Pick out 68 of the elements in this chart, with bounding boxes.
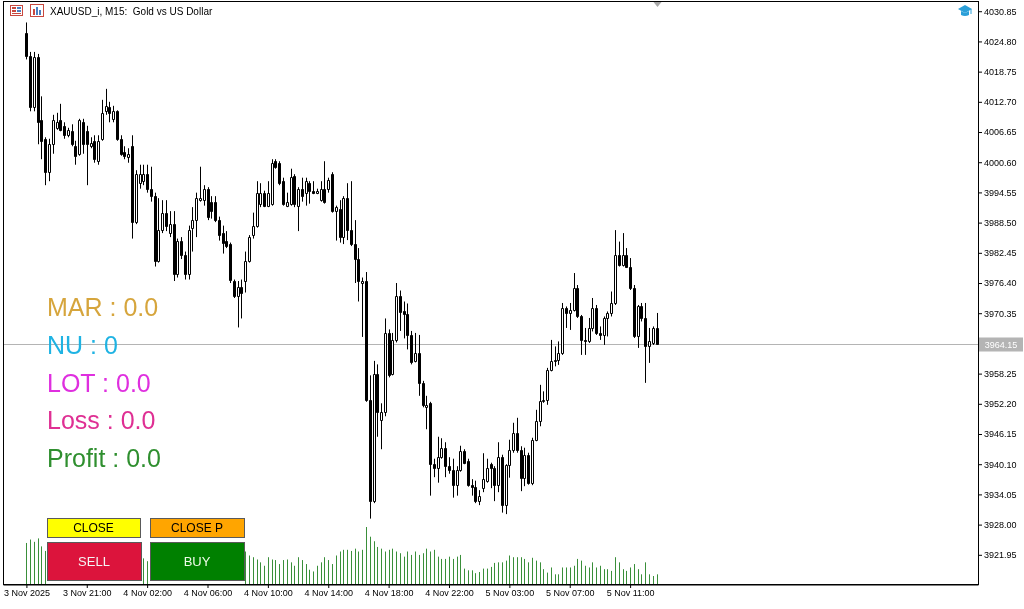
candlestick — [157, 197, 160, 264]
buy-button: BUY — [150, 542, 245, 581]
candlestick — [622, 232, 625, 268]
x-tick-label: 5 Nov 11:00 — [606, 588, 655, 599]
candlestick — [339, 199, 342, 244]
candlestick — [207, 186, 210, 221]
y-tick-label: 3940.10 — [984, 459, 1017, 470]
candlestick — [603, 315, 606, 346]
y-tick-label: 3934.05 — [984, 489, 1017, 500]
candlestick — [482, 452, 485, 493]
y-tick-label: 4024.80 — [984, 36, 1017, 47]
chart-title: XAUUSD_i, M15: Gold vs US Dollar — [50, 5, 213, 17]
x-tick-label: 4 Nov 14:00 — [304, 588, 354, 599]
candlestick — [644, 302, 647, 384]
close-button: CLOSE — [47, 518, 141, 538]
y-tick-label: 3988.50 — [984, 218, 1017, 228]
annotation: LOT : 0.0 — [47, 369, 151, 397]
x-tick-label: 4 Nov 18:00 — [364, 588, 414, 599]
candlestick — [237, 280, 240, 328]
x-tick-label: 5 Nov 07:00 — [545, 588, 595, 599]
y-tick-label: 3982.45 — [984, 248, 1017, 259]
sell-button: SELL — [47, 542, 142, 581]
y-tick-label: 3976.40 — [984, 278, 1017, 289]
candlestick — [97, 134, 100, 166]
annotation: BUY — [183, 554, 211, 569]
candlestick — [131, 134, 134, 240]
annotation: MAR : 0.0 — [47, 293, 159, 321]
x-tick-label: 3 Nov 2025 — [3, 588, 50, 599]
annotation: Profit : 0.0 — [47, 444, 161, 472]
x-tick-label: 5 Nov 03:00 — [485, 588, 535, 599]
y-tick-label: 3970.35 — [984, 308, 1017, 319]
ref-line-label: 3964.15 — [984, 339, 1018, 350]
y-tick-label: 3958.25 — [984, 368, 1017, 379]
y-tick-label: 4000.60 — [984, 157, 1017, 168]
y-tick-label: 4006.65 — [984, 127, 1017, 138]
candlestick — [656, 312, 659, 346]
candlestick — [93, 134, 96, 164]
candlestick — [101, 99, 104, 142]
y-tick-label: 3952.20 — [984, 399, 1017, 410]
y-tick-label: 4012.70 — [984, 97, 1017, 108]
candlestick — [437, 436, 440, 484]
y-tick-label: 3921.95 — [984, 550, 1017, 561]
candlestick — [290, 168, 293, 207]
x-tick-label: 4 Nov 06:00 — [183, 588, 233, 599]
x-tick-label: 4 Nov 22:00 — [425, 588, 474, 599]
candlestick — [523, 447, 526, 487]
annotation: NU : 0 — [47, 331, 118, 359]
candlestick — [323, 160, 326, 205]
y-tick-label: 4018.75 — [984, 67, 1017, 78]
y-tick-label: 3946.15 — [984, 429, 1017, 440]
candlestick — [308, 180, 311, 205]
annotation: Loss : 0.0 — [47, 406, 156, 434]
candlestick — [173, 210, 176, 282]
y-tick-label: 3994.55 — [984, 187, 1017, 198]
candlestick — [271, 158, 274, 207]
annotation: CLOSE P — [170, 521, 224, 535]
annotation: CLOSE — [73, 521, 114, 535]
x-tick-label: 4 Nov 02:00 — [123, 588, 172, 599]
candlestick — [474, 480, 477, 504]
annotation: SELL — [78, 554, 110, 569]
x-tick-label: 4 Nov 10:00 — [244, 588, 293, 599]
y-tick-label: 3928.00 — [984, 519, 1017, 530]
x-tick-label: 3 Nov 21:00 — [62, 588, 112, 599]
y-tick-label: 4030.85 — [984, 6, 1017, 17]
close-p-button: CLOSE P — [150, 518, 245, 538]
candlestick — [452, 458, 455, 499]
candlestick — [305, 177, 308, 207]
candlestick — [444, 441, 447, 478]
